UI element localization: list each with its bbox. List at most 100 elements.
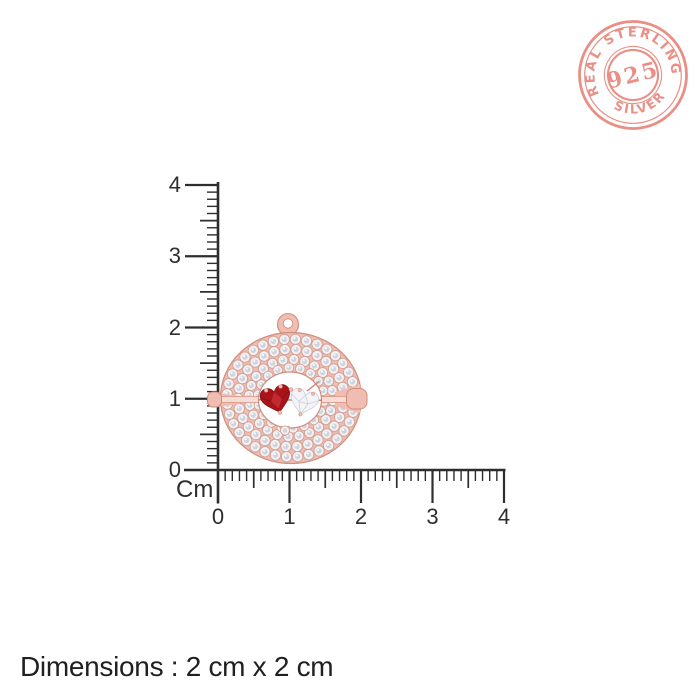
stone-facet <box>305 451 312 458</box>
horizontal-ruler-label: 0 <box>211 504 225 529</box>
stone-sparkle <box>261 342 264 346</box>
stone-sparkle <box>306 452 309 455</box>
stone-sparkle <box>316 437 319 440</box>
vertical-ruler-ticks <box>185 183 218 464</box>
stone-sparkle <box>273 453 276 456</box>
stone-sparkle <box>275 432 278 435</box>
stone-sparkle <box>227 412 230 415</box>
stone-sparkle <box>259 382 262 385</box>
stamp-outer-ring-inner <box>584 26 682 124</box>
stone-facet <box>250 412 256 418</box>
stone-facet <box>336 414 343 421</box>
pave-stone <box>245 380 257 391</box>
stone-sparkle <box>225 391 228 394</box>
stone-facet <box>341 428 347 434</box>
pave-stone <box>247 344 260 357</box>
white-heart-stone <box>290 388 320 417</box>
pave-stone <box>317 367 329 379</box>
stone-sparkle <box>333 353 336 356</box>
stone-facet <box>304 348 310 355</box>
stone-sparkle <box>243 355 246 358</box>
pave-stone <box>321 428 333 440</box>
stone-facet <box>226 381 232 387</box>
stone-facet <box>316 424 322 430</box>
pave-stone <box>302 438 314 450</box>
pave-stone <box>323 375 335 387</box>
stone-sparkle <box>236 362 239 366</box>
stone-sparkle <box>328 408 331 411</box>
horizontal-ruler-label: 4 <box>497 504 511 529</box>
pave-stone <box>329 350 342 362</box>
pave-stone <box>249 356 261 368</box>
pave-stone <box>305 368 316 379</box>
stone-sparkle <box>263 438 266 441</box>
stone-sparkle <box>324 347 328 350</box>
stone-sparkle <box>254 432 257 435</box>
stone-sparkle <box>337 375 340 378</box>
stone-facet <box>274 431 280 438</box>
stone-sparkle <box>247 403 250 406</box>
diagonal-wire <box>306 380 320 392</box>
stone-sparkle <box>246 424 249 428</box>
pave-stone <box>331 433 343 445</box>
pave-stone <box>311 349 323 362</box>
stone-sparkle <box>292 357 295 360</box>
stone-sparkle <box>249 383 252 386</box>
stone-sparkle <box>295 454 298 457</box>
pave-stone <box>277 354 289 366</box>
stone-facet <box>262 437 268 444</box>
stone-sparkle <box>261 366 264 369</box>
pave-stone <box>280 451 293 463</box>
pave-stone <box>280 440 292 453</box>
stone-sparkle <box>270 361 273 364</box>
pave-stone <box>268 346 280 358</box>
pave-stone <box>291 440 303 453</box>
ruler-unit-label: Cm <box>176 476 214 503</box>
stone-sparkle <box>340 361 343 364</box>
stone-sparkle <box>305 349 308 352</box>
pave-stone <box>289 333 302 345</box>
stone-facet <box>242 354 248 360</box>
stone-facet <box>230 421 237 427</box>
stone-sparkle <box>340 385 343 388</box>
pave-stone <box>333 372 345 384</box>
stone-sparkle <box>302 359 305 362</box>
stone-sparkle <box>240 376 243 379</box>
stone-sparkle <box>315 342 318 345</box>
measurement-rulers <box>184 182 506 504</box>
stone-facet <box>256 420 262 426</box>
stone-facet <box>332 352 339 359</box>
stone-facet <box>320 388 326 394</box>
stamp-outer-ring <box>578 20 688 130</box>
stone-facet <box>331 423 337 429</box>
stone-facet <box>270 338 277 345</box>
stone-sparkle <box>251 412 254 415</box>
stone-facet <box>297 366 303 372</box>
stone-facet <box>252 444 258 450</box>
pave-stone <box>259 434 271 447</box>
stone-facet <box>236 385 242 392</box>
pendant-image <box>207 312 368 465</box>
stone-sparkle <box>237 430 240 433</box>
stone-sparkle <box>227 381 230 384</box>
pave-stone <box>325 405 337 416</box>
stone-facet <box>253 373 259 380</box>
stone-sparkle <box>284 454 287 457</box>
stone-sparkle <box>262 353 265 357</box>
stone-facet <box>314 341 320 347</box>
stone-facet <box>272 452 279 458</box>
pave-stone <box>283 362 295 373</box>
stone-facet <box>293 346 299 353</box>
pave-stone <box>233 382 245 394</box>
left-tab <box>207 391 222 408</box>
stone-facet <box>328 407 334 414</box>
stone-facet <box>314 352 320 359</box>
stone-facet <box>261 353 267 359</box>
stone-facet <box>349 379 356 385</box>
pave-stone <box>269 449 282 461</box>
pave-stone <box>346 376 359 388</box>
pave-stone <box>237 412 249 424</box>
pave-stone <box>292 450 304 463</box>
stone-facet <box>226 411 233 417</box>
stone-sparkle <box>326 443 329 446</box>
